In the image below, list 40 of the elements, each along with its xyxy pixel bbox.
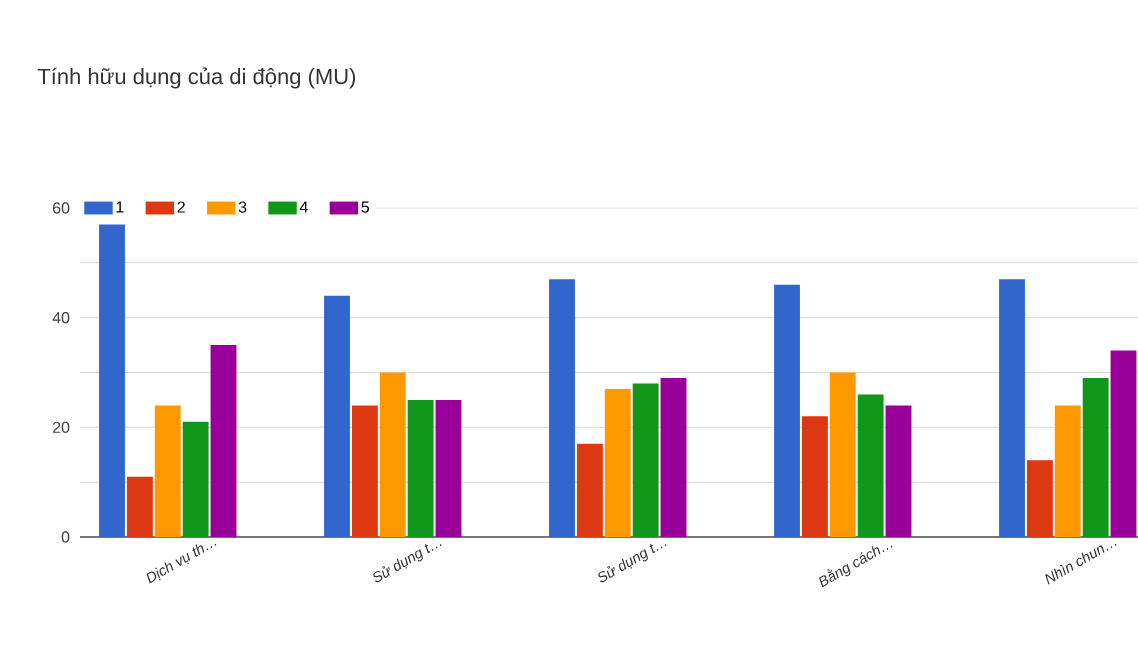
bar	[829, 372, 856, 537]
bar	[801, 416, 828, 537]
y-tick-label: 40	[52, 312, 70, 324]
bar	[774, 284, 800, 537]
x-tick-label: Nhìn chun…	[1045, 543, 1117, 585]
bar	[351, 405, 378, 537]
bar	[857, 394, 884, 537]
bar	[182, 421, 209, 537]
bar	[379, 372, 406, 537]
bar	[999, 279, 1025, 537]
x-tick-label: Sử dụng t…	[598, 543, 667, 583]
x-tick-label: Dịch vụ th…	[146, 543, 217, 584]
bar	[435, 399, 462, 537]
legend-label: 3	[238, 201, 247, 213]
bar	[885, 405, 912, 537]
chart-title: Tính hữu dụng của di động (MU)	[37, 67, 356, 89]
bar	[324, 295, 350, 537]
legend-label: 4	[299, 201, 308, 213]
bar	[154, 405, 181, 537]
bar	[1110, 350, 1137, 537]
legend-label: 5	[361, 201, 370, 213]
bar	[576, 443, 603, 537]
bar	[660, 377, 687, 537]
bar	[99, 224, 125, 537]
bar	[407, 399, 434, 537]
bar	[632, 383, 659, 537]
bar	[1026, 460, 1053, 537]
legend-label: 1	[116, 201, 124, 213]
bar	[604, 388, 631, 537]
bar	[549, 279, 575, 537]
y-tick-label: 60	[52, 202, 70, 214]
bar	[126, 476, 153, 537]
y-tick-label: 0	[61, 531, 70, 543]
bar	[1054, 405, 1081, 537]
y-tick-label: 20	[52, 421, 70, 433]
x-tick-label: Sử dụng t…	[373, 543, 442, 583]
bar	[1082, 377, 1109, 537]
legend-label: 2	[177, 201, 185, 213]
bar	[210, 345, 237, 537]
x-tick-label: Bằng cách…	[818, 545, 893, 588]
